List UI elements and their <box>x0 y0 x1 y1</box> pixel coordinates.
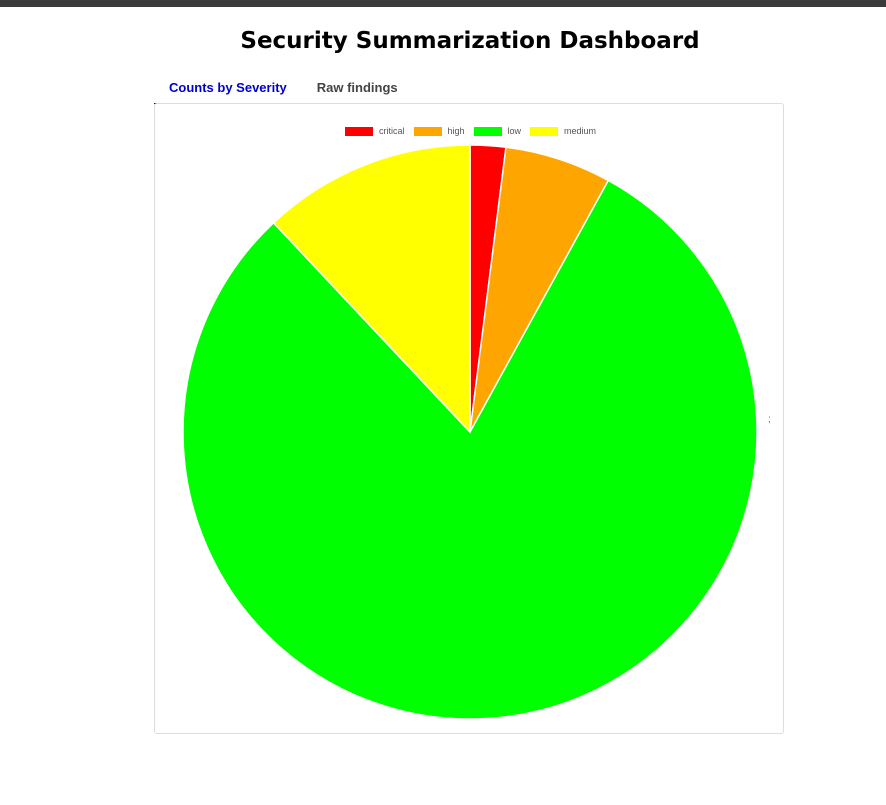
tab-raw-findings[interactable]: Raw findings <box>316 80 398 95</box>
legend-swatch-medium <box>530 126 559 136</box>
legend-label-high: high <box>447 126 465 136</box>
pie-chart <box>182 144 758 720</box>
chart-legend: critical high low medium <box>345 126 605 136</box>
chart-annotation: ; <box>768 414 771 425</box>
legend-label-low: low <box>507 126 522 136</box>
tab-bar: Counts by Severity Raw findings <box>154 76 413 104</box>
legend-swatch-critical <box>345 126 373 136</box>
legend-item-medium[interactable]: medium <box>530 126 596 136</box>
pie-slice-medium[interactable] <box>272 144 471 434</box>
legend-swatch-low <box>473 126 502 136</box>
legend-swatch-high <box>413 126 442 136</box>
page-title: Security Summarization Dashboard <box>240 28 700 54</box>
legend-item-high[interactable]: high <box>413 126 465 136</box>
legend-label-medium: medium <box>564 126 597 136</box>
tab-counts-by-severity[interactable]: Counts by Severity <box>154 76 302 104</box>
window-top-bar <box>0 0 886 7</box>
legend-label-critical: critical <box>379 126 405 136</box>
chart-panel: critical high low medium ; <box>154 103 784 734</box>
legend-item-low[interactable]: low <box>473 126 522 136</box>
legend-item-critical[interactable]: critical <box>345 126 405 136</box>
pie-slice-low[interactable] <box>182 179 758 720</box>
